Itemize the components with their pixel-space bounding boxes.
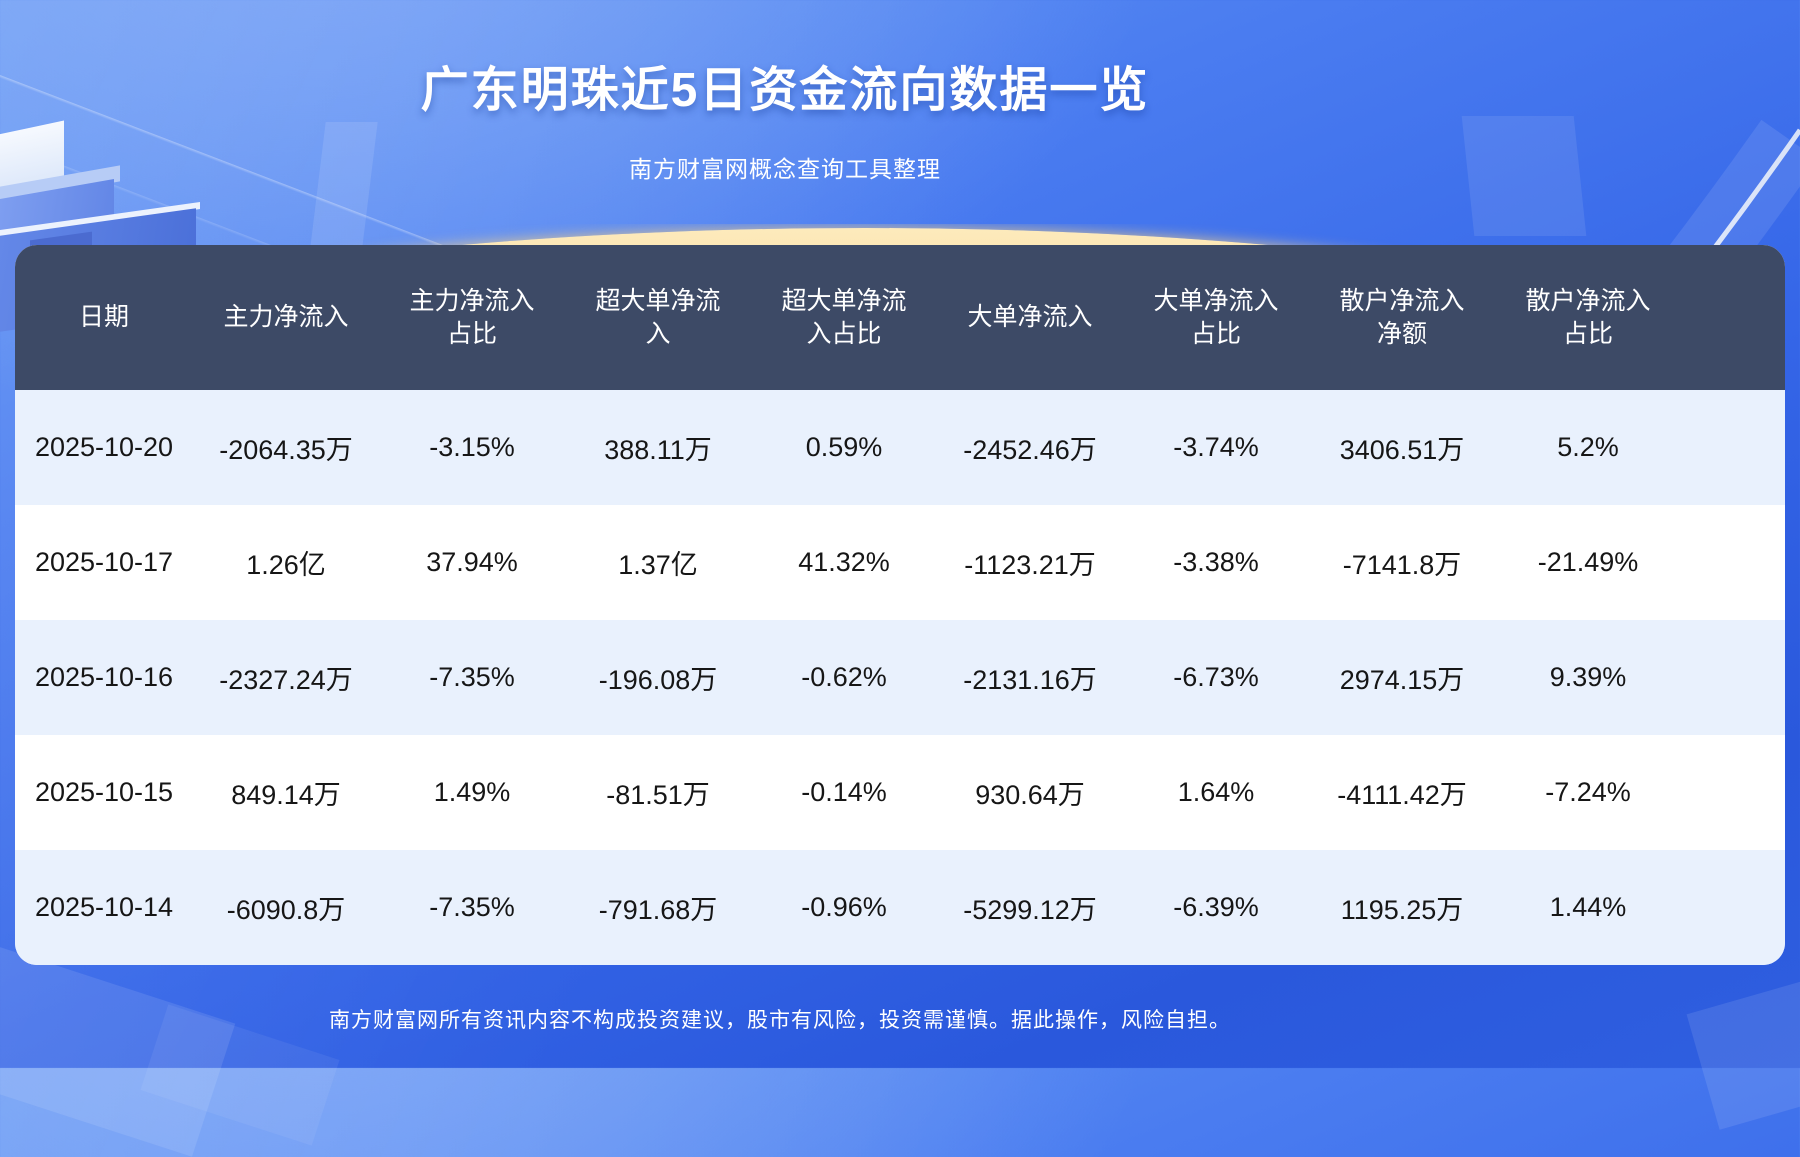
table-cell: -3.74% [1173,432,1259,462]
table-row: 2025-10-17 1.26亿 37.94% 1.37亿 41.32% -11… [15,505,1785,620]
table-cell: 3406.51万 [1339,435,1465,465]
table-cell: -6090.8万 [226,895,346,925]
col-header-main-net-inflow-pct: 主力净流入 占比 [409,287,535,348]
table-row: 2025-10-16 -2327.24万 -7.35% -196.08万 -0.… [15,620,1785,735]
footer-disclaimer: 南方财富网所有资讯内容不构成投资建议，股市有风险，投资需谨慎。据此操作，风险自担… [329,1009,1231,1032]
table-cell: -0.62% [801,662,887,692]
table-cell: -7.35% [429,662,515,692]
table-cell: 41.32% [798,547,890,577]
table-cell: 9.39% [1549,662,1627,692]
table-cell: -0.14% [801,777,887,807]
table-row: 2025-10-14 -6090.8万 -7.35% -791.68万 -0.9… [15,850,1785,965]
table-cell-date: 2025-10-15 [34,777,174,807]
table-cell: -196.08万 [598,665,718,695]
col-header-retail-net-inflow-pct: 散户净流入 占比 [1525,287,1651,348]
table-cell: 1.64% [1177,777,1255,807]
table-cell: -4111.42万 [1337,780,1467,810]
table-cell: -2452.46万 [963,435,1097,465]
table-header-row: 日期 主力净流入 主力净流入 占比 超大单净流 入 超大单净流 入占比 大单净流… [15,245,1785,390]
table-cell-date: 2025-10-17 [34,547,174,577]
corner-shape-decoration [1686,970,1800,1130]
table-cell: 0.59% [805,432,883,462]
table-cell: 849.14万 [231,780,341,810]
table-cell: -2064.35万 [219,435,353,465]
page-subtitle: 南方财富网概念查询工具整理 [629,156,941,182]
col-header-large-net-inflow: 大单净流入 [967,303,1093,332]
table-cell: -3.38% [1173,547,1259,577]
table-cell: -21.49% [1537,547,1639,577]
table-cell: -2131.16万 [963,665,1097,695]
col-header-xl-net-inflow-pct: 超大单净流 入占比 [781,287,907,348]
table-cell: 388.11万 [604,435,712,465]
table-cell: 1.49% [433,777,511,807]
table-cell: -7141.8万 [1342,550,1462,580]
table-cell: 1.26亿 [246,550,326,580]
table-cell: 1195.25万 [1340,895,1464,925]
table-cell: -81.51万 [606,780,710,810]
col-header-xl-net-inflow: 超大单净流 入 [595,287,721,348]
page-title: 广东明珠近5日资金流向数据一览 [420,64,1150,117]
table-cell: -6.39% [1173,892,1259,922]
col-header-date: 日期 [78,303,129,332]
table-cell: -7.35% [429,892,515,922]
table-cell: -791.68万 [598,895,718,925]
table-cell: 5.2% [1557,432,1619,462]
table-row: 2025-10-15 849.14万 1.49% -81.51万 -0.14% … [15,735,1785,850]
table-cell: 37.94% [426,547,518,577]
table-cell: -3.15% [429,432,515,462]
table-cell-date: 2025-10-20 [34,432,174,462]
table-cell: -2327.24万 [219,665,353,695]
table-cell: 1.37亿 [618,550,698,580]
table-cell: -6.73% [1173,662,1259,692]
col-header-large-net-inflow-pct: 大单净流入 占比 [1153,287,1279,348]
table-cell: -7.24% [1545,777,1631,807]
col-header-main-net-inflow: 主力净流入 [223,303,349,332]
table-cell: -5299.12万 [963,895,1097,925]
fund-flow-table: S 南方财富网 outhmoney.com 日期 主力净流入 主力净流入 占比 … [15,245,1785,965]
table-cell: -0.96% [801,892,887,922]
table-row: 2025-10-20 -2064.35万 -3.15% 388.11万 0.59… [15,390,1785,505]
col-header-retail-net-inflow: 散户净流入 净额 [1339,287,1465,348]
table-cell: 930.64万 [975,780,1085,810]
table-cell: 2974.15万 [1339,665,1465,695]
table-cell: -1123.21万 [964,550,1096,580]
table-cell: 1.44% [1549,892,1627,922]
table-cell-date: 2025-10-14 [34,892,174,922]
table-cell-date: 2025-10-16 [34,662,174,692]
